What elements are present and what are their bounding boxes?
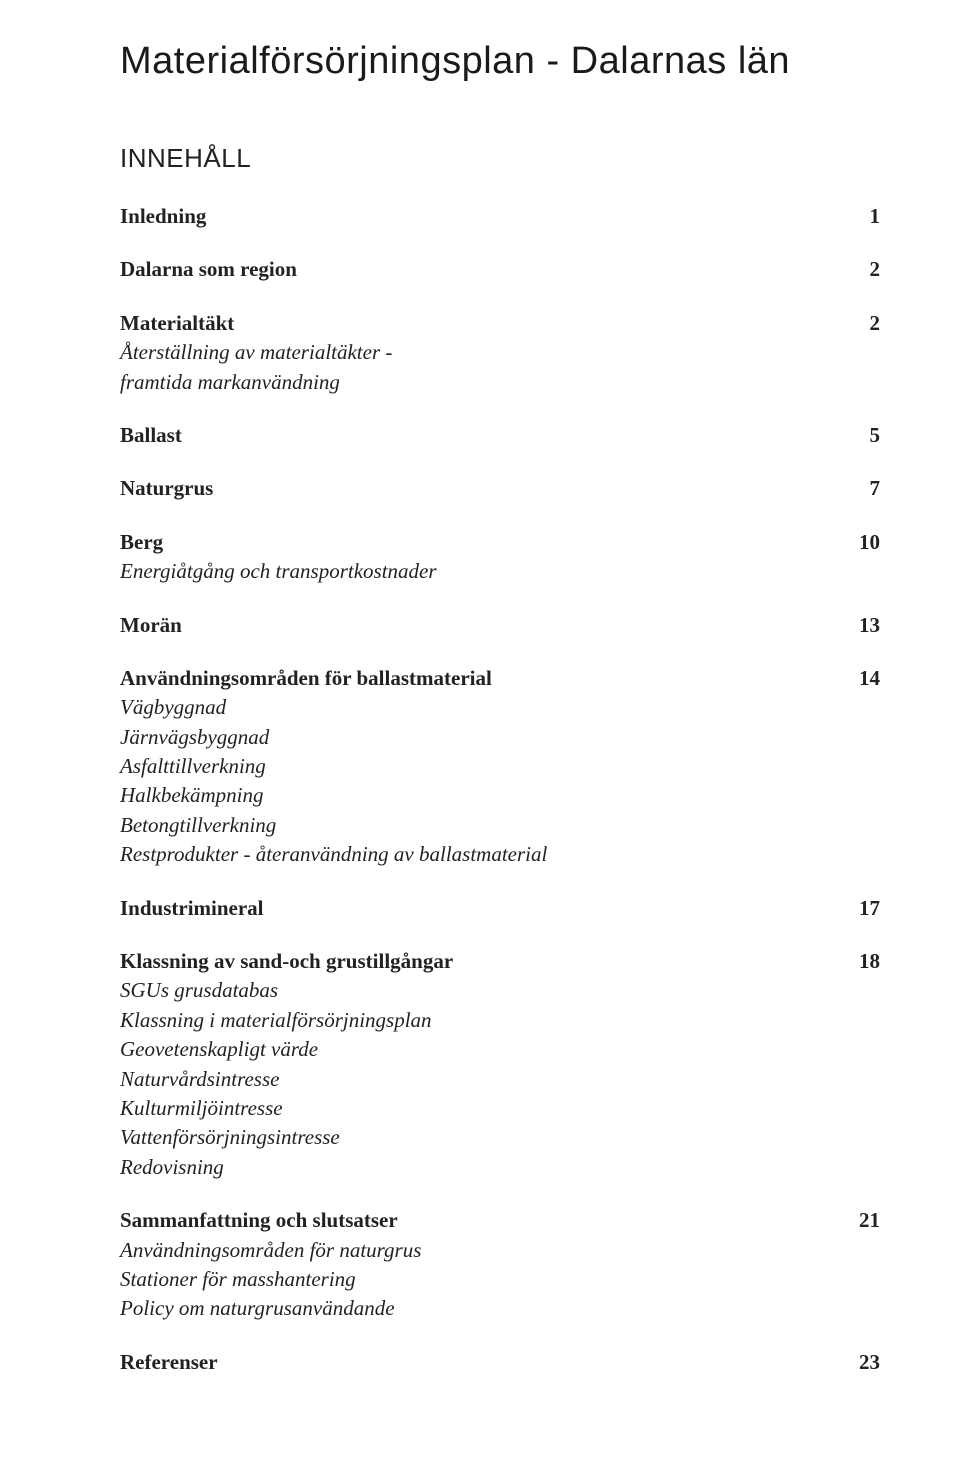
- toc-entry-sub: Vägbyggnad: [120, 693, 880, 722]
- toc-entry-sub-label: Energiåtgång och transportkostnader: [120, 557, 437, 586]
- toc-entry-sub-label: Geovetenskapligt värde: [120, 1035, 318, 1064]
- toc-entry-main: Materialtäkt 2: [120, 309, 880, 338]
- toc-entry-sub: Vattenförsörjningsintresse: [120, 1123, 880, 1152]
- toc-entry-main: Dalarna som region 2: [120, 255, 880, 284]
- toc-entry-main: Industrimineral 17: [120, 894, 880, 923]
- table-of-contents: Inledning1Dalarna som region2Materialtäk…: [120, 202, 880, 1377]
- toc-entry-sub-label: Restprodukter - återanvändning av ballas…: [120, 840, 547, 869]
- toc-entry-sub: SGUs grusdatabas: [120, 976, 880, 1005]
- toc-entry-main: Ballast 5: [120, 421, 880, 450]
- toc-entry-sub-label: SGUs grusdatabas: [120, 976, 278, 1005]
- toc-group: Referenser 23: [120, 1348, 880, 1377]
- toc-entry-sub: Energiåtgång och transportkostnader: [120, 557, 880, 586]
- toc-group: Industrimineral 17: [120, 894, 880, 923]
- toc-entry-sub: Stationer för masshantering: [120, 1265, 880, 1294]
- toc-entry-main: Berg 10: [120, 528, 880, 557]
- toc-entry-page: 7: [830, 474, 880, 503]
- toc-entry-sub-label: Kulturmiljöintresse: [120, 1094, 283, 1123]
- toc-entry-page: 2: [830, 309, 880, 338]
- toc-entry-sub-label: Policy om naturgrusanvändande: [120, 1294, 395, 1323]
- toc-entry-label: Klassning av sand-och grustillgångar: [120, 947, 453, 976]
- toc-entry-main: Klassning av sand-och grustillgångar 18: [120, 947, 880, 976]
- toc-entry-label: Dalarna som region: [120, 255, 297, 284]
- toc-entry-sub-label: Naturvårdsintresse: [120, 1065, 279, 1094]
- toc-entry-sub: Naturvårdsintresse: [120, 1065, 880, 1094]
- toc-entry-label: Inledning: [120, 202, 206, 231]
- toc-entry-sub-label: Klassning i materialförsörjningsplan: [120, 1006, 432, 1035]
- toc-entry-sub-label: Återställning av materialtäkter -: [120, 338, 392, 367]
- toc-entry-main: Sammanfattning och slutsatser 21: [120, 1206, 880, 1235]
- toc-entry-label: Naturgrus: [120, 474, 213, 503]
- toc-entry-main: Morän 13: [120, 611, 880, 640]
- toc-entry-label: Industrimineral: [120, 894, 264, 923]
- toc-entry-sub-label: Redovisning: [120, 1153, 224, 1182]
- toc-entry-sub-label: Asfalttillverkning: [120, 752, 266, 781]
- toc-group: Dalarna som region 2: [120, 255, 880, 284]
- toc-entry-page: 23: [830, 1348, 880, 1377]
- toc-entry-sub: Användningsområden för naturgrus: [120, 1236, 880, 1265]
- toc-group: Materialtäkt 2 Återställning av materialtä…: [120, 309, 880, 397]
- toc-entry-sub-label: Järnvägsbyggnad: [120, 723, 269, 752]
- toc-entry-page: 14: [830, 664, 880, 693]
- toc-group: Inledning 1: [120, 202, 880, 231]
- toc-group: Morän 13: [120, 611, 880, 640]
- toc-group: Sammanfattning och slutsatser 21 Användnin…: [120, 1206, 880, 1324]
- toc-entry-sub: Klassning i materialförsörjningsplan: [120, 1006, 880, 1035]
- toc-entry-page: 18: [830, 947, 880, 976]
- toc-entry-sub: Redovisning: [120, 1153, 880, 1182]
- toc-entry-main: Naturgrus 7: [120, 474, 880, 503]
- toc-entry-label: Ballast: [120, 421, 182, 450]
- toc-group: Berg 10 Energiåtgång och transportkostnade…: [120, 528, 880, 587]
- toc-entry-sub: Kulturmiljöintresse: [120, 1094, 880, 1123]
- toc-entry-page: 21: [830, 1206, 880, 1235]
- toc-entry-page: 2: [830, 255, 880, 284]
- toc-entry-sub: Restprodukter - återanvändning av ballas…: [120, 840, 880, 869]
- contents-heading: INNEHÅLL: [120, 143, 880, 174]
- toc-entry-sub-label: Vattenförsörjningsintresse: [120, 1123, 340, 1152]
- toc-entry-label: Användningsområden för ballastmaterial: [120, 664, 492, 693]
- toc-entry-sub: Järnvägsbyggnad: [120, 723, 880, 752]
- toc-group: Ballast 5: [120, 421, 880, 450]
- toc-entry-sub-label: Stationer för masshantering: [120, 1265, 356, 1294]
- toc-group: Klassning av sand-och grustillgångar 18 SG…: [120, 947, 880, 1182]
- toc-group: Naturgrus 7: [120, 474, 880, 503]
- toc-entry-main: Inledning 1: [120, 202, 880, 231]
- toc-entry-sub: framtida markanvändning: [120, 368, 880, 397]
- toc-entry-page: 5: [830, 421, 880, 450]
- toc-entry-sub-label: Betongtillverkning: [120, 811, 276, 840]
- toc-group: Användningsområden för ballastmaterial 14…: [120, 664, 880, 870]
- toc-entry-page: 13: [830, 611, 880, 640]
- toc-entry-sub-label: Vägbyggnad: [120, 693, 226, 722]
- toc-entry-sub: Policy om naturgrusanvändande: [120, 1294, 880, 1323]
- toc-entry-page: 17: [830, 894, 880, 923]
- toc-entry-label: Berg: [120, 528, 163, 557]
- toc-entry-label: Referenser: [120, 1348, 218, 1377]
- toc-entry-main: Användningsområden för ballastmaterial 14: [120, 664, 880, 693]
- toc-entry-sub: Betongtillverkning: [120, 811, 880, 840]
- toc-entry-sub-label: Användningsområden för naturgrus: [120, 1236, 421, 1265]
- toc-entry-page: 1: [830, 202, 880, 231]
- toc-entry-sub: Halkbekämpning: [120, 781, 880, 810]
- toc-entry-sub: Geovetenskapligt värde: [120, 1035, 880, 1064]
- toc-entry-page: 10: [830, 528, 880, 557]
- document-page: Materialförsörjningsplan - Dalarnas län …: [0, 0, 960, 1467]
- toc-entry-sub: Asfalttillverkning: [120, 752, 880, 781]
- toc-entry-label: Materialtäkt: [120, 309, 234, 338]
- toc-entry-label: Morän: [120, 611, 182, 640]
- toc-entry-main: Referenser 23: [120, 1348, 880, 1377]
- toc-entry-sub-label: Halkbekämpning: [120, 781, 263, 810]
- document-title: Materialförsörjningsplan - Dalarnas län: [120, 40, 880, 83]
- toc-entry-sub: Återställning av materialtäkter -: [120, 338, 880, 367]
- toc-entry-sub-label: framtida markanvändning: [120, 368, 340, 397]
- toc-entry-label: Sammanfattning och slutsatser: [120, 1206, 398, 1235]
